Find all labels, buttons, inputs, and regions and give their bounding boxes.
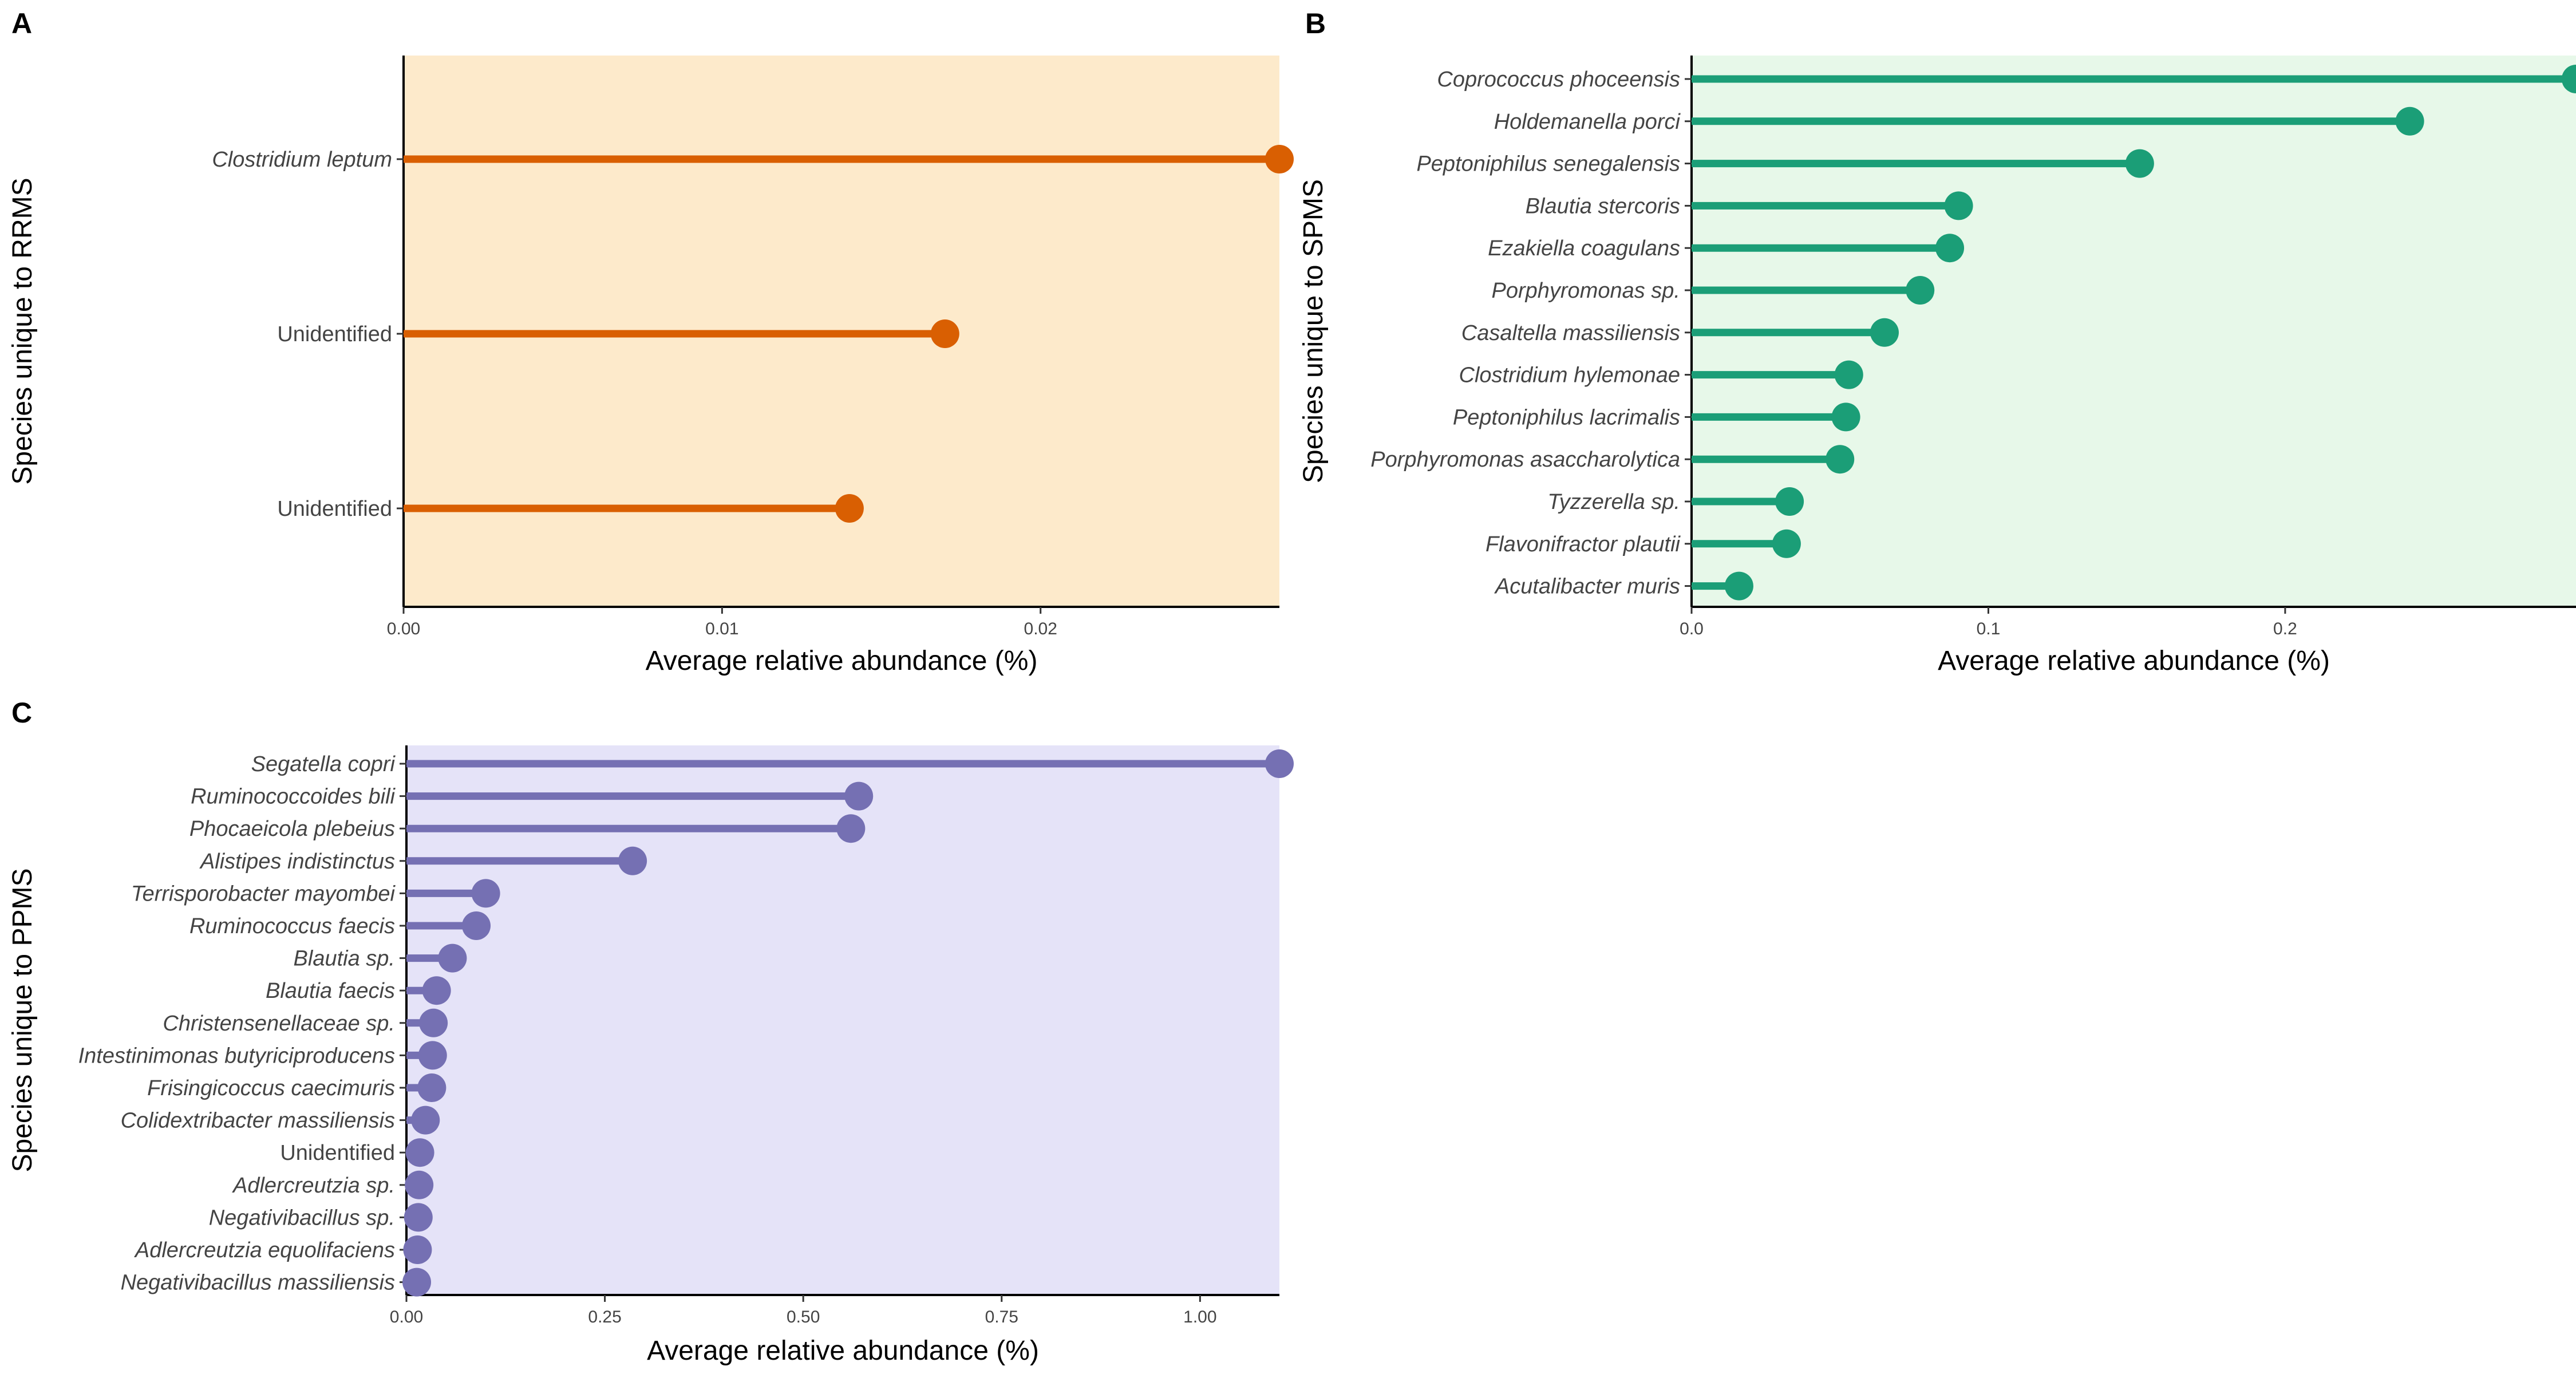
category-label: Blautia sp.	[294, 947, 395, 971]
category-label: Flavonifractor plautii	[1485, 532, 1681, 556]
lollipop-point	[2562, 65, 2576, 93]
lollipop-point	[1935, 234, 1965, 263]
lollipop-point	[438, 943, 467, 973]
category-label: Acutalibacter muris	[1494, 575, 1680, 599]
x-tick-label: 0.25	[588, 1308, 621, 1326]
panel-letter: A	[11, 7, 32, 40]
lollipop-point	[1944, 191, 1973, 220]
category-label: Casaltella massiliensis	[1461, 321, 1680, 345]
lollipop-point	[2125, 149, 2154, 178]
lollipop-point	[836, 814, 866, 843]
category-label: Alistipes indistinctus	[199, 850, 395, 874]
category-label: Clostridium leptum	[212, 148, 392, 172]
category-label: Phocaeicola plebeius	[189, 817, 395, 841]
lollipop-point	[1724, 571, 1753, 601]
lollipop-point	[1775, 487, 1804, 516]
lollipop-point	[1772, 529, 1801, 558]
x-tick-label: 0.01	[705, 619, 738, 638]
lollipop-point	[405, 1170, 434, 1199]
lollipop-point	[1870, 318, 1899, 347]
panel-c-ppms-chart: 0.00 0.25 0.50 0.75 1.00 Segatella copri Rumin…	[7, 697, 1294, 1366]
lollipop-point	[402, 1268, 432, 1297]
category-label: Clostridium hylemonae	[1459, 364, 1681, 388]
x-tick-label: 0.75	[985, 1308, 1018, 1326]
x-tick-label: 0.02	[1024, 619, 1057, 638]
lollipop-point	[844, 781, 874, 811]
lollipop-point	[1265, 145, 1294, 173]
lollipop-point	[411, 1105, 440, 1135]
category-label: Unidentified	[277, 497, 392, 521]
category-label: Negativibacillus sp.	[209, 1206, 395, 1230]
lollipop-point	[405, 1138, 434, 1167]
lollipop-point	[2395, 106, 2424, 136]
lollipop-point	[1834, 360, 1863, 389]
category-label: Blautia faecis	[266, 979, 395, 1003]
category-label: Porphyromonas sp.	[1492, 279, 1681, 303]
category-label: Tyzzerella sp.	[1547, 490, 1680, 514]
panel-letter: C	[11, 697, 32, 729]
lollipop-point	[417, 1073, 447, 1102]
category-label: Segatella copri	[251, 752, 396, 776]
y-axis-title: Species unique to PPMS	[7, 868, 38, 1172]
x-tick-label: 0.1	[1977, 619, 2001, 638]
x-tick-label: 1.00	[1183, 1308, 1216, 1326]
category-label: Frisingicoccus caecimuris	[147, 1076, 395, 1100]
y-axis-title: Species unique to SPMS	[1298, 179, 1329, 483]
lollipop-point	[419, 1008, 448, 1037]
lollipop-point	[1831, 402, 1860, 432]
category-label: Blautia stercoris	[1526, 194, 1680, 218]
lollipop-point	[1826, 445, 1855, 474]
lollipop-point	[1906, 276, 1935, 305]
x-tick-label: 0.0	[1680, 619, 1704, 638]
lollipop-point	[1265, 749, 1294, 778]
panel-a-rrms-chart: 0.00 0.01 0.02 Clostridium leptum Unidentifi…	[7, 7, 1294, 676]
lollipop-point	[403, 1235, 432, 1264]
category-label: Adlercreutzia equolifaciens	[134, 1238, 395, 1262]
x-tick-label: 0.50	[787, 1308, 820, 1326]
x-tick-label: 0.00	[390, 1308, 423, 1326]
category-label: Ezakiella coagulans	[1488, 236, 1680, 260]
category-label: Adlercreutzia sp.	[232, 1174, 395, 1198]
x-axis-title: Average relative abundance (%)	[646, 646, 1038, 676]
category-label: Unidentified	[277, 322, 392, 346]
category-label: Colidextribacter massiliensis	[121, 1109, 395, 1133]
lollipop-point	[418, 1041, 447, 1070]
panel-letter: B	[1305, 7, 1326, 40]
x-tick-label: 0.2	[2273, 619, 2297, 638]
lollipop-point	[471, 879, 500, 908]
lollipop-point	[462, 911, 491, 940]
category-label: Coprococcus phoceensis	[1437, 68, 1680, 92]
category-label: Unidentified	[280, 1141, 395, 1165]
category-label: Ruminococcus faecis	[189, 914, 395, 938]
category-label: Holdemanella porci	[1494, 110, 1681, 134]
lollipop-point	[835, 494, 864, 523]
y-axis-title: Species unique to RRMS	[7, 177, 38, 484]
lollipop-point	[422, 976, 451, 1005]
panel-b-spms-chart: 0.0 0.1 0.2 Coprococcus phoceensis Holdemane…	[1298, 7, 2576, 676]
category-label: Terrisporobacter mayombei	[131, 882, 396, 906]
category-label: Christensenellaceae sp.	[163, 1012, 395, 1036]
category-label: Intestinimonas butyriciproducens	[78, 1044, 395, 1068]
lollipop-point	[930, 319, 959, 348]
x-axis-title: Average relative abundance (%)	[647, 1336, 1039, 1366]
category-label: Ruminococcoides bili	[191, 785, 396, 809]
lollipop-point	[404, 1203, 433, 1232]
lollipop-point	[618, 846, 647, 875]
x-axis-title: Average relative abundance (%)	[1938, 646, 2330, 676]
x-tick-label: 0.00	[387, 619, 420, 638]
category-label: Peptoniphilus senegalensis	[1416, 152, 1680, 176]
category-label: Peptoniphilus lacrimalis	[1453, 405, 1680, 429]
category-label: Porphyromonas asaccharolytica	[1370, 448, 1680, 472]
category-label: Negativibacillus massiliensis	[121, 1271, 395, 1295]
